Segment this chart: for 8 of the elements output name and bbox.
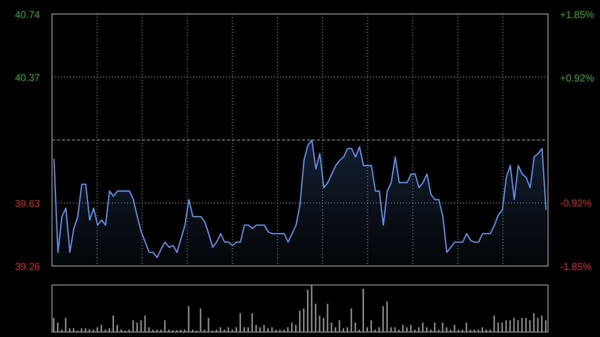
y-tick-label: 39.26 xyxy=(14,262,40,273)
y2-tick-label: -1.85% xyxy=(560,262,592,273)
y-tick-label: 40.37 xyxy=(14,73,40,84)
y2-tick-label: +0.92% xyxy=(560,73,594,84)
y-tick-label: 39.63 xyxy=(14,199,40,210)
y2-tick-label: -0.92% xyxy=(560,198,592,210)
y2-tick-label: +1.85% xyxy=(560,10,594,21)
y-tick-label: 40.74 xyxy=(14,10,40,21)
